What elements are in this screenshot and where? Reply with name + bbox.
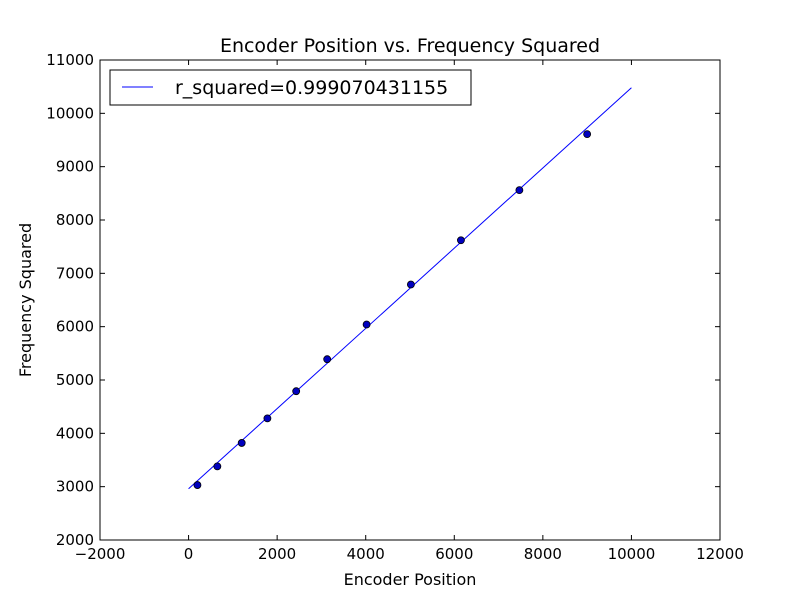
data-point: [292, 387, 301, 396]
y-axis: 2000 3000 4000 5000 6000 7000 8000 9000 10000 110…: [46, 51, 720, 549]
x-tick-label: 12000: [696, 545, 744, 563]
data-point: [457, 236, 465, 245]
data-point: [213, 462, 222, 471]
data-point: [263, 414, 272, 423]
scatter-series: [193, 130, 592, 489]
data-point: [515, 186, 524, 195]
legend-label-fit-line: r_squared=0.999070431155: [175, 77, 448, 99]
x-tick-label: 6000: [435, 545, 473, 563]
plot-area: [99, 59, 721, 541]
legend-box: [109, 69, 472, 106]
data-point: [193, 481, 202, 489]
y-tick-label: 5000: [56, 371, 94, 389]
x-tick-label: 8000: [524, 545, 562, 563]
y-tick-label: 10000: [46, 104, 94, 122]
y-tick-label: 9000: [56, 158, 94, 176]
x-tick-label: 2000: [258, 545, 296, 563]
data-point: [406, 280, 415, 289]
data-point: [237, 439, 246, 447]
y-tick-label: 6000: [56, 318, 94, 336]
x-tick-label: 0: [184, 545, 194, 563]
x-tick-label: −2000: [75, 545, 126, 563]
chart-title: Encoder Position vs. Frequency Squared: [220, 35, 600, 57]
x-axis-label: Encoder Position: [344, 570, 477, 589]
data-point: [362, 320, 371, 329]
data-point: [583, 130, 592, 139]
y-tick-label: 11000: [46, 51, 94, 69]
y-tick-label: 3000: [56, 478, 94, 496]
y-axis-label: Frequency Squared: [16, 223, 35, 377]
y-tick-label: 8000: [56, 211, 94, 229]
data-point: [323, 355, 332, 364]
x-axis: −2000 0 2000 4000 6000 8000 10000 12000: [75, 60, 744, 563]
x-tick-label: 10000: [608, 545, 656, 563]
y-tick-label: 2000: [56, 531, 94, 549]
y-tick-label: 7000: [56, 264, 94, 282]
y-tick-label: 4000: [56, 424, 94, 442]
x-tick-label: 4000: [347, 545, 385, 563]
legend: r_squared=0.999070431155: [109, 69, 472, 106]
